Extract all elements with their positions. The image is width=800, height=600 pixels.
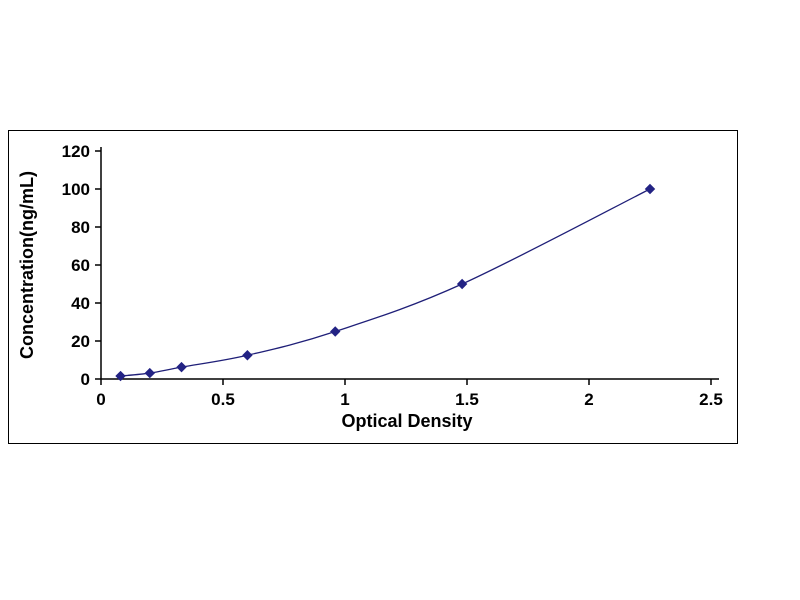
- y-tick-label: 80: [71, 218, 90, 237]
- y-tick-label: 20: [71, 332, 90, 351]
- x-tick-label: 0: [96, 390, 105, 409]
- x-tick-label: 0.5: [211, 390, 235, 409]
- y-tick-label: 120: [62, 142, 90, 161]
- data-point-marker: [144, 367, 156, 379]
- data-point-marker: [242, 350, 253, 361]
- y-axis-title: Concentration(ng/mL): [17, 171, 37, 359]
- x-axis-title: Optical Density: [341, 411, 472, 431]
- data-point-marker: [644, 183, 656, 195]
- x-tick-label: 2: [584, 390, 593, 409]
- y-tick-label: 40: [71, 294, 90, 313]
- y-tick-label: 0: [81, 370, 90, 389]
- y-tick-label: 60: [71, 256, 90, 275]
- standard-curve-chart: 0 20 40 60 80 100 120 0 0.5 1 1.5 2 2.5 Optical Dens…: [17, 142, 723, 431]
- x-tick-label: 2.5: [699, 390, 723, 409]
- data-point-marker: [176, 361, 187, 373]
- data-point-marker: [115, 370, 126, 382]
- y-tick-label: 100: [62, 180, 90, 199]
- data-point-marker: [456, 278, 468, 290]
- chart-plot-area: 0 20 40 60 80 100 120 0 0.5 1 1.5 2 2.5: [62, 142, 723, 409]
- chart-container: 0 20 40 60 80 100 120 0 0.5 1 1.5 2 2.5 Optical Dens…: [8, 130, 738, 444]
- x-tick-label: 1.5: [455, 390, 479, 409]
- data-point-marker: [330, 326, 341, 337]
- curve-line: [120, 188, 651, 377]
- x-tick-label: 1: [340, 390, 349, 409]
